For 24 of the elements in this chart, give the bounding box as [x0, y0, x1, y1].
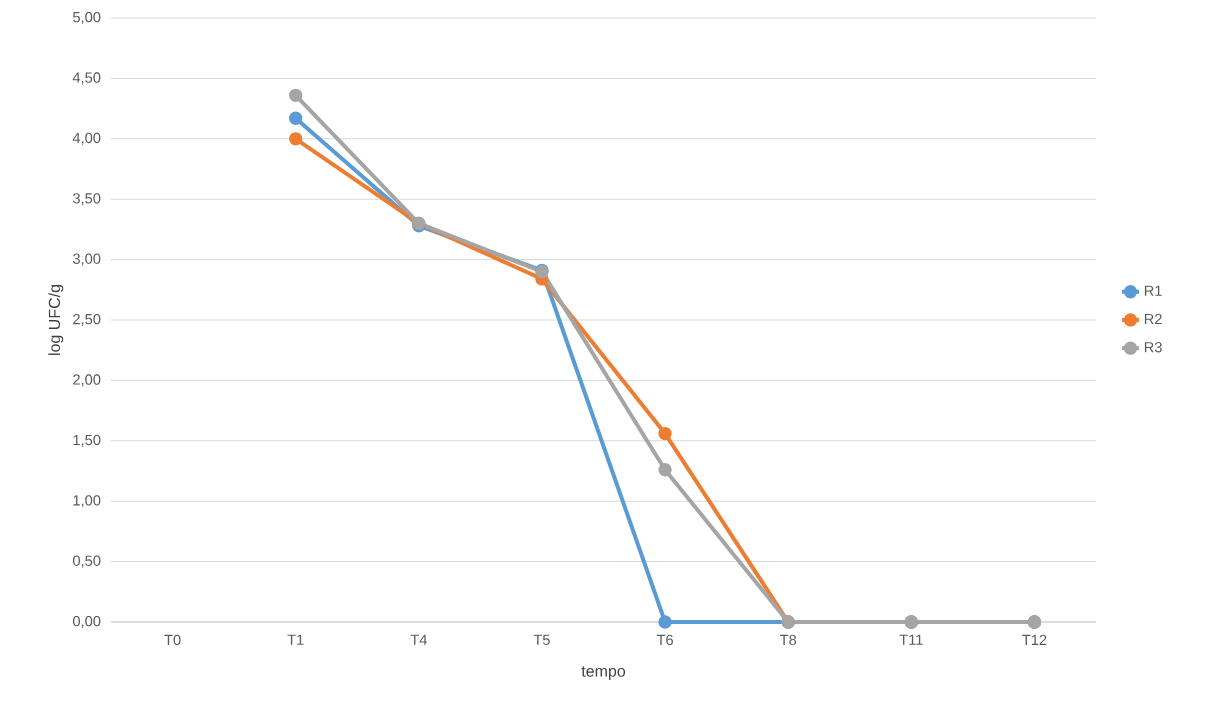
y-axis-title: log UFC/g	[48, 285, 64, 355]
x-tick-label: T0	[164, 634, 181, 646]
x-tick-label: T6	[656, 634, 673, 646]
x-tick-label: T12	[1022, 634, 1047, 645]
y-tick-label: 5,00	[73, 11, 101, 25]
legend-label: R3	[1144, 342, 1162, 353]
x-tick-label: T4	[410, 634, 427, 645]
y-tick-label: 1,00	[73, 495, 101, 508]
y-tick-label: 0,00	[72, 615, 101, 629]
x-tick-label: T11	[899, 634, 923, 645]
x-axis-title: tempo	[581, 666, 626, 680]
y-tick-label: 3,00	[72, 253, 101, 266]
x-tick-label: T5	[533, 634, 550, 645]
y-tick-label: 1,50	[73, 434, 101, 447]
legend-label: R2	[1144, 313, 1162, 325]
y-tick-label: 3,50	[72, 193, 101, 206]
y-tick-label: 2,00	[73, 374, 101, 387]
x-tick-label: T1	[287, 634, 304, 645]
y-tick-label: 0,50	[72, 555, 101, 568]
y-tick-label: 4,50	[72, 72, 101, 85]
legend-label: R1	[1144, 285, 1162, 296]
y-tick-label: 2,50	[73, 313, 101, 327]
y-tick-label: 4,00	[72, 132, 101, 145]
x-tick-label: T8	[779, 634, 797, 646]
